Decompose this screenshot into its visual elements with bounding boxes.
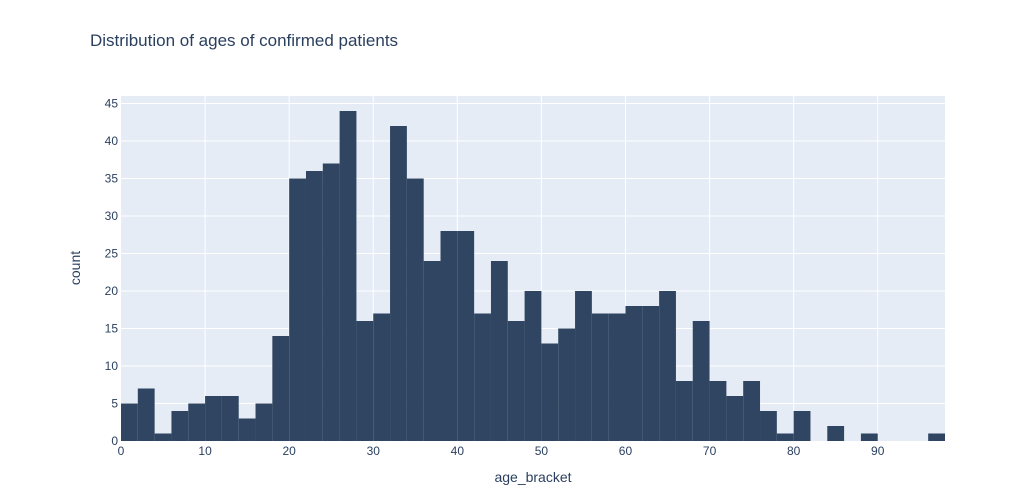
y-axis-ticks: 0 5 10 15 20 25 30 35 40 45 [105,97,119,449]
histogram-bar [827,426,845,441]
x-axis-title: age_bracket [494,469,571,485]
histogram-bar [305,171,323,441]
x-tick-label: 50 [535,444,549,458]
histogram-bar [692,321,710,441]
x-tick-label: 30 [367,444,381,458]
histogram-bar [457,231,475,441]
x-tick-label: 70 [703,444,717,458]
y-tick-label: 25 [105,247,119,261]
histogram-bar [726,396,744,441]
x-tick-label: 90 [871,444,885,458]
histogram-bar [524,291,542,441]
y-tick-label: 10 [105,359,119,373]
y-tick-label: 15 [105,322,119,336]
y-tick-label: 0 [111,434,118,448]
histogram-bar [188,403,206,441]
y-tick-label: 30 [105,209,119,223]
histogram-bar [121,403,138,441]
histogram-bar [760,411,777,441]
y-tick-label: 45 [105,97,119,111]
histogram-bar [339,111,357,441]
y-tick-label: 40 [105,134,119,148]
histogram-bar [137,388,155,441]
histogram-bar [860,433,878,441]
histogram-bar [171,411,189,441]
histogram-bar [642,306,660,441]
histogram-bar [675,381,693,441]
histogram-bar [255,403,273,441]
histogram-bar [373,313,391,441]
histogram-bar [507,321,525,441]
bars [121,111,945,441]
histogram-bar [776,433,794,441]
histogram-bar [608,313,626,441]
histogram-bar [289,178,306,441]
chart-title: Distribution of ages of confirmed patien… [90,31,398,50]
histogram-bar [205,396,222,441]
histogram-bar [406,178,424,441]
histogram-bar [423,261,441,441]
histogram-bar [440,231,458,441]
histogram-bar [793,411,811,441]
histogram-bar [625,306,643,441]
histogram-bar [238,418,256,441]
x-tick-label: 0 [118,444,125,458]
histogram-bar [390,126,407,441]
y-axis-title: count [67,251,83,285]
histogram-bar [558,328,576,441]
histogram-bar [709,381,727,441]
histogram-bar [322,163,340,441]
x-tick-label: 20 [282,444,296,458]
x-tick-label: 10 [198,444,212,458]
y-tick-label: 35 [105,172,119,186]
y-tick-label: 5 [111,397,118,411]
histogram-bar [356,321,374,441]
histogram-bar [272,336,290,441]
y-tick-label: 20 [105,284,119,298]
x-tick-label: 80 [787,444,801,458]
histogram-bar [490,261,508,441]
histogram-bar [743,381,761,441]
x-axis-ticks: 0 10 20 30 40 50 60 70 80 90 [118,444,885,458]
histogram-bar [928,433,945,441]
histogram-bar [541,343,559,441]
x-tick-label: 40 [451,444,465,458]
histogram-bar [474,313,491,441]
histogram-bar [659,291,676,441]
x-tick-label: 60 [619,444,633,458]
histogram-bar [154,433,172,441]
histogram-bar [591,313,609,441]
histogram-bar [575,291,592,441]
histogram-bar [221,396,239,441]
